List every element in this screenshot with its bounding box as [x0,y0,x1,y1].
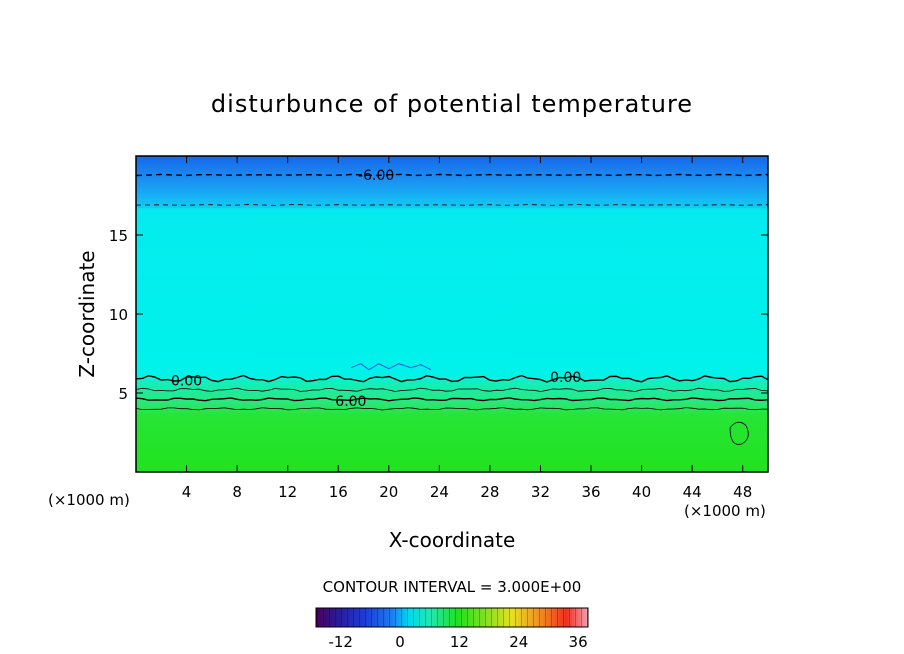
value-band-3 [136,187,768,209]
x-tick-label: 32 [531,483,550,501]
y-axis-label: Z-coordinate [75,250,99,377]
value-band-5 [136,156,768,172]
value-band-0 [136,408,768,472]
y-tick-label: 15 [109,227,128,245]
x-tick-label: 40 [632,483,651,501]
colorbar-frame [315,607,589,628]
contour-3 [135,387,769,392]
x-tick-label: 28 [480,483,499,501]
chart-title: disturbunce of potential temperature [211,90,693,118]
contour-0 [135,374,769,383]
colorbar-tick-label: -12 [328,633,353,651]
colorbar-tick-label: 24 [509,633,528,651]
x-tick-label: 44 [683,483,702,501]
x-tick-label: 20 [379,483,398,501]
contour-eddy [729,421,749,445]
contour-minus-3 [135,204,769,206]
x-axis-label: X-coordinate [389,528,516,552]
y-tick-label: 10 [109,306,128,324]
x-tick-label: 8 [232,483,242,501]
y-axis: 5 10 15 [109,227,768,403]
x-axis: 4 8 12 16 20 24 28 32 36 40 44 48 [182,156,752,501]
contour-label: 0.00 [550,370,581,386]
x-tick-label: 48 [733,483,752,501]
contour-lines [135,173,769,445]
y-tick-label: 5 [118,385,128,403]
x-tick-label: 12 [278,483,297,501]
plot-background [136,156,768,472]
value-band-2 [136,208,768,381]
x-tick-label: 36 [581,483,600,501]
value-band-1 [136,380,768,409]
plot-area: -6.000.00 0.006.00 4 8 12 16 20 24 28 32 36 40 44 48… [109,155,769,501]
contour-turbulence [350,363,432,371]
colorbar-stripes [316,608,588,627]
contour-6 [135,397,769,402]
x-unit-right: (×1000 m) [684,502,766,520]
contour-labels: -6.00 0.00 0.00 6.00 [171,168,581,410]
colorbar-tick-label: 12 [450,633,469,651]
contour-9 [135,407,769,411]
colorbar-tick-label: 36 [569,633,588,651]
contour-label: -6.00 [358,168,394,184]
x-tick-label: 4 [182,483,192,501]
contour-minus-6 [135,173,769,177]
x-tick-label: 24 [430,483,449,501]
colorbar-tick-label: 0 [395,633,405,651]
contour-interval-text: CONTOUR INTERVAL = 3.000E+00 [323,578,582,596]
contour-label: 0.00 [171,373,202,389]
x-tick-label: 16 [329,483,348,501]
x-unit-left: (×1000 m) [48,491,130,509]
value-band-4 [136,171,768,188]
contour-label: 6.00 [335,394,366,410]
colorbar: -12 0 12 24 36 [315,607,589,651]
